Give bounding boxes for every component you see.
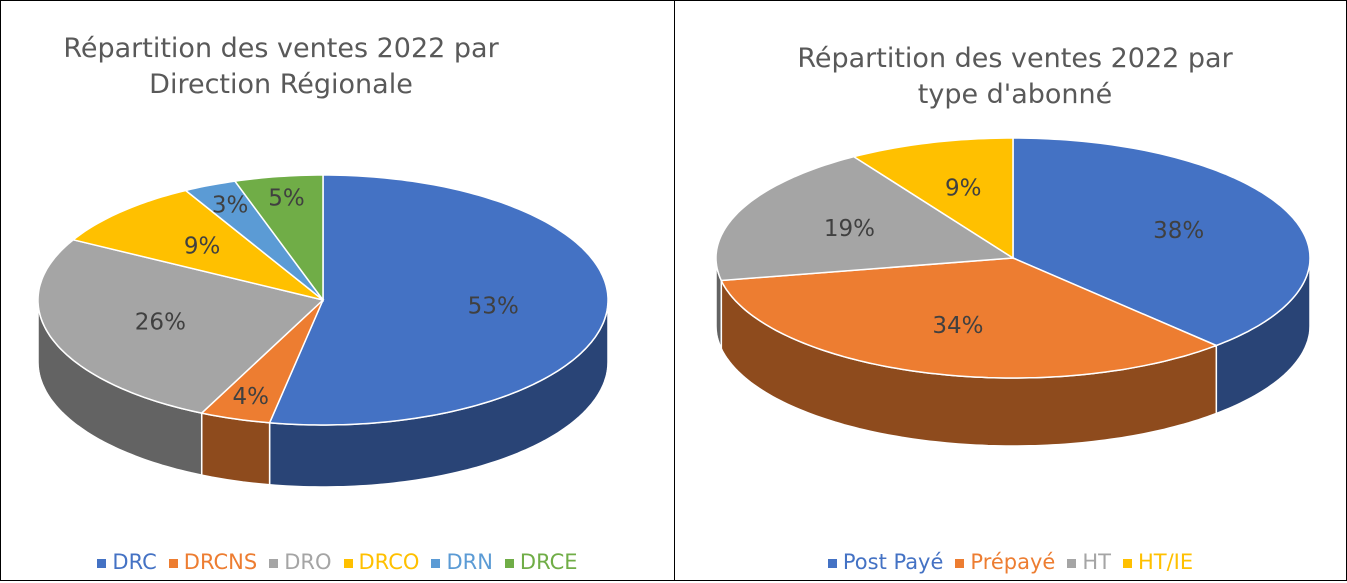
slice bbox=[200, 299, 324, 424]
panel-right: Répartition des ventes 2022 par type d'a… bbox=[674, 0, 1347, 581]
data-label: 3% bbox=[212, 192, 249, 218]
legend-label: DRN bbox=[446, 550, 493, 574]
legend-item: Prépayé bbox=[955, 550, 1055, 574]
legend-label: DRO bbox=[284, 550, 332, 574]
data-label: 19% bbox=[824, 216, 875, 242]
legend-swatch bbox=[1122, 558, 1132, 568]
slice bbox=[71, 189, 324, 301]
panel-left: Répartition des ventes 2022 par Directio… bbox=[0, 0, 675, 581]
legend-item: HT/IE bbox=[1122, 550, 1194, 574]
legend-swatch bbox=[827, 558, 837, 568]
legend-swatch bbox=[431, 558, 441, 568]
legend-label: HT/IE bbox=[1137, 550, 1194, 574]
legend-item: DRCO bbox=[343, 550, 420, 574]
legend-label: Prépayé bbox=[970, 550, 1056, 574]
data-label: 26% bbox=[135, 310, 186, 336]
legend-item: DRCE bbox=[504, 550, 578, 574]
legend: DRC DRCNS DRO DRCO DRN DRCE bbox=[1, 550, 674, 574]
legend-item: DRO bbox=[269, 550, 332, 574]
legend-item: DRN bbox=[431, 550, 493, 574]
legend-swatch bbox=[1067, 558, 1077, 568]
legend-item: DRCNS bbox=[168, 550, 258, 574]
slice bbox=[715, 155, 1016, 282]
legend-swatch bbox=[168, 558, 178, 568]
legend-swatch bbox=[97, 558, 107, 568]
legend-item: DRC bbox=[97, 550, 157, 574]
data-label: 34% bbox=[932, 313, 983, 339]
legend-label: DRCO bbox=[358, 550, 420, 574]
data-label: 9% bbox=[184, 233, 221, 259]
slice bbox=[233, 174, 324, 303]
legend-label: DRCNS bbox=[183, 550, 258, 574]
data-label: 9% bbox=[945, 175, 982, 201]
data-label: 38% bbox=[1153, 218, 1204, 244]
legend-item: HT bbox=[1067, 550, 1111, 574]
slice bbox=[852, 137, 1014, 260]
data-label: 5% bbox=[268, 185, 305, 211]
legend-swatch bbox=[504, 558, 514, 568]
legend: Post Payé Prépayé HT HT/IE bbox=[675, 550, 1346, 574]
legend-swatch bbox=[955, 558, 965, 568]
legend-item: Post Payé bbox=[827, 550, 944, 574]
legend-label: Post Payé bbox=[842, 550, 944, 574]
slice bbox=[720, 257, 1219, 379]
slice bbox=[184, 180, 324, 301]
legend-label: DRC bbox=[112, 550, 157, 574]
legend-swatch bbox=[269, 558, 279, 568]
chart-title: Répartition des ventes 2022 par Directio… bbox=[63, 33, 499, 100]
legend-swatch bbox=[343, 558, 353, 568]
legend-label: DRCE bbox=[519, 550, 578, 574]
legend-label: HT bbox=[1082, 550, 1111, 574]
slice bbox=[268, 174, 609, 426]
data-label: 4% bbox=[233, 384, 270, 410]
slice-side bbox=[200, 412, 271, 486]
data-label: 53% bbox=[468, 294, 519, 320]
chart-title: Répartition des ventes 2022 par type d'a… bbox=[797, 43, 1233, 110]
slice bbox=[1012, 137, 1311, 347]
